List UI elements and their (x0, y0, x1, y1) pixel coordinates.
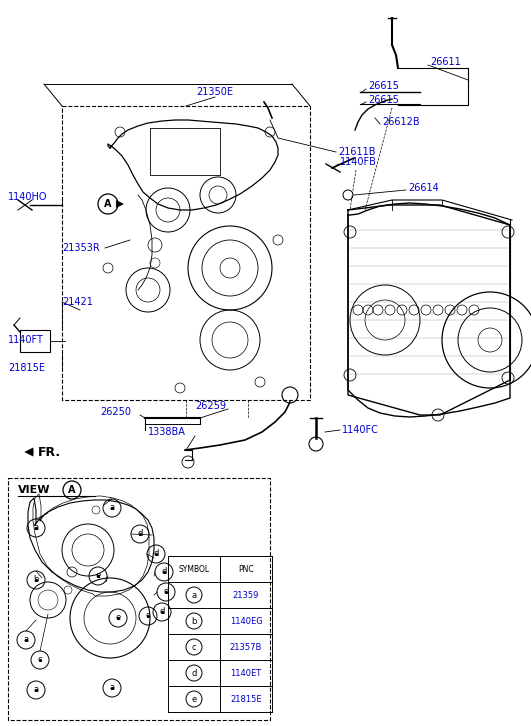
Text: 21611B: 21611B (338, 147, 375, 157)
Text: a: a (192, 590, 196, 600)
Text: 21421: 21421 (62, 297, 93, 307)
Text: c: c (192, 643, 196, 651)
Text: c: c (145, 611, 150, 621)
Text: 21815E: 21815E (230, 695, 262, 703)
Text: a: a (109, 683, 115, 693)
Text: 21350E: 21350E (196, 87, 234, 97)
Text: a: a (33, 685, 39, 695)
Text: 21353R: 21353R (62, 243, 100, 253)
Text: c: c (38, 656, 42, 664)
Text: 1140EG: 1140EG (229, 616, 262, 626)
Bar (20, 330, 50, 352)
Text: d: d (159, 608, 165, 616)
Text: 1140FT: 1140FT (8, 335, 44, 345)
Text: d: d (191, 669, 196, 677)
Text: b: b (191, 616, 196, 626)
Text: 26250: 26250 (100, 407, 131, 417)
Text: e: e (191, 695, 196, 703)
Text: a: a (109, 504, 115, 513)
Text: PNC: PNC (238, 565, 254, 574)
Text: d: d (164, 587, 169, 597)
Text: d: d (153, 550, 159, 558)
Text: 26611: 26611 (430, 57, 461, 67)
Text: 21357B: 21357B (230, 643, 262, 651)
Text: 1140HO: 1140HO (8, 192, 47, 202)
Text: 26614: 26614 (408, 183, 439, 193)
Text: 21815E: 21815E (8, 363, 45, 373)
Text: A: A (68, 485, 76, 495)
Text: 26615: 26615 (368, 81, 399, 91)
Text: 26615: 26615 (368, 95, 399, 105)
Text: 26259: 26259 (195, 401, 226, 411)
Text: FR.: FR. (38, 446, 61, 459)
Text: 1140ET: 1140ET (230, 669, 262, 677)
Text: 21359: 21359 (233, 590, 259, 600)
Text: A: A (104, 199, 112, 209)
Text: SYMBOL: SYMBOL (178, 565, 210, 574)
Text: b: b (33, 576, 39, 584)
Text: d: d (161, 568, 167, 576)
Text: 1140FB: 1140FB (340, 157, 377, 167)
Text: e: e (115, 613, 121, 622)
Text: 26612B: 26612B (382, 117, 419, 127)
Text: 1338BA: 1338BA (148, 427, 186, 437)
Text: a: a (33, 523, 39, 532)
Text: d: d (138, 529, 143, 539)
Text: VIEW: VIEW (18, 485, 50, 495)
Text: 1140FC: 1140FC (342, 425, 379, 435)
Text: a: a (23, 635, 29, 645)
Text: e: e (96, 571, 101, 581)
